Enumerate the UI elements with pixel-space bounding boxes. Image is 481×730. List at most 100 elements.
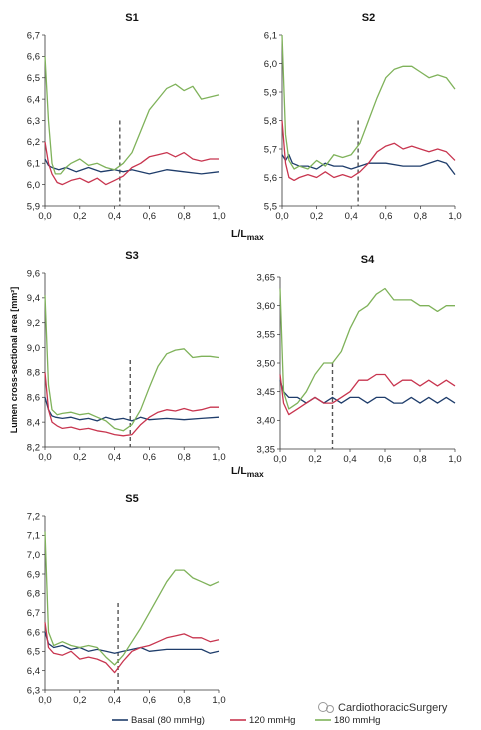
y-tick-label: 6,0: [27, 180, 40, 191]
y-tick-label: 6,1: [264, 30, 277, 41]
series-line-180-mmhg: [44, 531, 220, 666]
y-tick-label: 7,2: [27, 511, 40, 522]
series-line-120-mmhg: [44, 141, 219, 186]
y-tick-label: 6,1: [27, 159, 40, 170]
panel-title-s2: S2: [362, 12, 375, 24]
x-tick-label: 0,4: [108, 695, 121, 706]
x-tick-label: 0,6: [143, 452, 156, 463]
panel-s1: S1 5,9 6,0 6,1 6,2 6,3 6,4 6,5 6,6 6,7 0,0 0,2 0,4 0,…: [27, 12, 226, 222]
y-tick-label: 8,8: [27, 368, 40, 379]
y-tick-label: 9,6: [27, 268, 40, 279]
y-tick-label: 3,55: [257, 330, 276, 341]
y-tick-label: 6,0: [264, 59, 277, 70]
x-tick-label: 0,4: [108, 211, 121, 222]
y-tick-label: 6,4: [27, 666, 40, 677]
wechat-icon-small: [326, 705, 334, 713]
series-line-120-mmhg: [279, 373, 456, 416]
x-tick-label: 0,8: [413, 454, 426, 465]
legend: Basal (80 mmHg) 120 mmHg 180 mmHg: [112, 715, 380, 726]
y-tick-label: 3,60: [257, 301, 276, 312]
series-line-basal-80-mmhg-: [281, 154, 456, 175]
x-axis-label-top: L/Lmax: [231, 228, 264, 242]
y-tick-label: 6,6: [27, 52, 40, 63]
x-tick-label: 1,0: [448, 454, 461, 465]
x-axis-label-main: L/L: [231, 228, 247, 240]
y-tick-label: 6,2: [27, 137, 40, 148]
x-tick-label: 0,6: [378, 454, 391, 465]
x-tick-label: 0,6: [379, 211, 392, 222]
series-line-180-mmhg: [279, 287, 455, 410]
series-line-basal-80-mmhg-: [279, 380, 456, 404]
y-tick-label: 9,4: [27, 293, 40, 304]
series-line-120-mmhg: [44, 622, 220, 674]
x-tick-label: 0,8: [178, 695, 191, 706]
series-line-120-mmhg: [281, 120, 456, 182]
y-tick-label: 9,0: [27, 343, 40, 354]
series-line-180-mmhg: [44, 56, 220, 175]
x-tick-label: 0,2: [73, 211, 86, 222]
x-tick-label: 0,8: [414, 211, 427, 222]
watermark: CardiothoracicSurgery: [318, 702, 448, 714]
y-tick-label: 3,45: [257, 387, 276, 398]
series-line-120-mmhg: [44, 372, 219, 437]
y-tick-label: 3,35: [257, 444, 276, 455]
y-tick-label: 6,9: [27, 569, 40, 580]
x-tick-label: 1,0: [448, 211, 461, 222]
y-tick-label: 8,6: [27, 393, 40, 404]
y-tick-label: 9,2: [27, 318, 40, 329]
x-tick-label: 0,6: [143, 695, 156, 706]
y-tick-label: 7,1: [27, 531, 40, 542]
x-tick-label: 0,0: [38, 695, 51, 706]
x-tick-label: 0,0: [273, 454, 286, 465]
x-tick-label: 0,4: [345, 211, 358, 222]
legend-label-180: 180 mmHg: [334, 715, 380, 726]
x-tick-label: 0,8: [178, 452, 191, 463]
x-tick-label: 0,4: [108, 452, 121, 463]
panel-title-s4: S4: [361, 254, 375, 266]
y-tick-label: 7,0: [27, 550, 40, 561]
x-tick-label: 0,0: [275, 211, 288, 222]
legend-label-basal: Basal (80 mmHg): [131, 715, 205, 726]
y-tick-label: 6,7: [27, 608, 40, 619]
panel-title-s3: S3: [125, 250, 138, 262]
x-axis-label-sub: max: [247, 469, 264, 479]
x-tick-label: 0,0: [38, 211, 51, 222]
y-tick-label: 3,50: [257, 358, 276, 369]
y-tick-label: 6,8: [27, 589, 40, 600]
y-tick-label: 5,9: [264, 87, 277, 98]
series-line-180-mmhg: [281, 34, 456, 170]
series-line-basal-80-mmhg-: [44, 158, 220, 175]
series-line-180-mmhg: [44, 295, 220, 432]
chart-panels: S1 5,9 6,0 6,1 6,2 6,3 6,4 6,5 6,6 6,7 0,0 0,2 0,4 0,…: [27, 12, 462, 706]
series-line-basal-80-mmhg-: [44, 397, 220, 422]
y-tick-label: 6,6: [27, 627, 40, 638]
y-tick-label: 5,8: [264, 116, 277, 127]
wechat-icon: [318, 702, 328, 712]
x-tick-label: 0,6: [143, 211, 156, 222]
x-tick-label: 1,0: [212, 695, 225, 706]
y-axis-label: Lumen cross-sectional area [mm²]: [9, 287, 19, 434]
x-tick-label: 1,0: [212, 452, 225, 463]
x-axis-label-main: L/L: [231, 465, 247, 477]
x-axis-label-middle: L/Lmax: [231, 465, 264, 479]
y-tick-label: 5,6: [264, 173, 277, 184]
x-tick-label: 0,8: [178, 211, 191, 222]
y-tick-label: 5,7: [264, 144, 277, 155]
panel-title-s1: S1: [125, 12, 138, 24]
legend-label-120: 120 mmHg: [249, 715, 295, 726]
x-tick-label: 0,2: [73, 452, 86, 463]
x-tick-label: 0,2: [73, 695, 86, 706]
x-axis-label-sub: max: [247, 232, 264, 242]
y-tick-label: 6,3: [27, 685, 40, 696]
x-tick-label: 1,0: [212, 211, 225, 222]
y-tick-label: 6,5: [27, 647, 40, 658]
y-tick-label: 5,5: [264, 201, 277, 212]
y-tick-label: 3,65: [257, 272, 276, 283]
y-tick-label: 5,9: [27, 201, 40, 212]
panel-s3: S3 8,2 8,4 8,6 8,8 9,0 9,2 9,4 9,6 0,0 0,2 0,4 0,6 0,…: [27, 250, 226, 463]
panel-s4: S4 3,35 3,40 3,45 3,50 3,55 3,60 3,65 0,0 0,2 0,4 0…: [257, 254, 462, 465]
y-tick-label: 6,3: [27, 116, 40, 127]
x-tick-label: 0,4: [343, 454, 356, 465]
x-tick-label: 0,2: [310, 211, 323, 222]
y-tick-label: 6,4: [27, 94, 40, 105]
